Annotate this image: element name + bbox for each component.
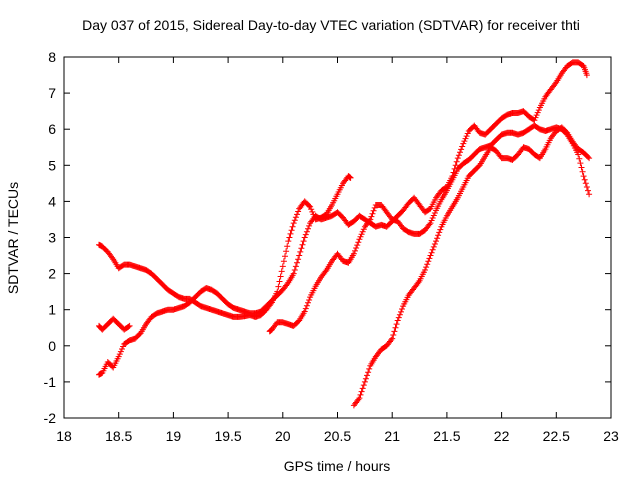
x-tick-label: 18.5 [105, 428, 132, 444]
data-points [96, 59, 593, 409]
y-axis-label: SDTVAR / TECUs [5, 182, 21, 294]
x-tick-label: 23 [603, 428, 619, 444]
series-2 [96, 59, 590, 378]
series-markers [96, 315, 133, 333]
series-3 [96, 315, 133, 333]
x-tick-label: 19 [166, 428, 182, 444]
x-tick-label: 21 [384, 428, 400, 444]
y-tick-label: 5 [48, 157, 56, 173]
series-5 [350, 124, 593, 409]
x-tick-label: 20.5 [324, 428, 351, 444]
y-tick-label: 3 [48, 230, 56, 246]
x-tick-label: 20 [275, 428, 291, 444]
x-tick-label: 19.5 [214, 428, 241, 444]
y-tick-label: -2 [44, 410, 57, 426]
y-tick-label: 6 [48, 121, 56, 137]
chart-title: Day 037 of 2015, Sidereal Day-to-day VTE… [82, 17, 580, 33]
y-tick-label: 2 [48, 266, 56, 282]
y-tick-label: 8 [48, 49, 56, 65]
series-markers [350, 124, 593, 409]
series-markers [266, 122, 593, 335]
x-tick-label: 22.5 [543, 428, 570, 444]
y-tick-label: 7 [48, 85, 56, 101]
y-tick-label: 1 [48, 302, 56, 318]
y-tick-label: 0 [48, 338, 56, 354]
y-tick-label: 4 [48, 193, 56, 209]
series-markers [96, 59, 590, 378]
axis-ticks: 18 18.5 19 19.5 20 20.5 21 21.5 22 22.5 23-2-10123… [44, 49, 619, 444]
y-tick-label: -1 [44, 374, 57, 390]
x-tick-label: 22 [494, 428, 510, 444]
x-tick-label: 21.5 [433, 428, 460, 444]
x-tick-label: 18 [56, 428, 72, 444]
x-axis-label: GPS time / hours [284, 458, 391, 474]
series-4 [266, 122, 593, 335]
